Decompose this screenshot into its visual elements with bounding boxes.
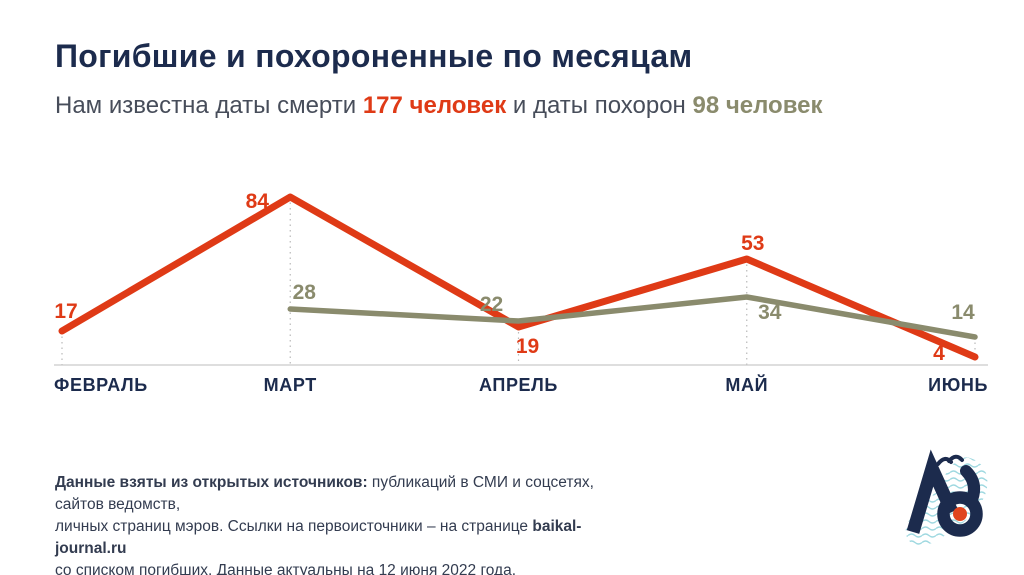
baikal-journal-logo <box>905 449 988 546</box>
value-label-deaths: 17 <box>54 300 77 323</box>
subtitle: Нам известна даты смерти 177 человек и д… <box>55 92 823 120</box>
subtitle-prefix: Нам известна даты смерти <box>55 92 363 119</box>
letter-b-tail <box>960 465 981 508</box>
value-label-burials: 34 <box>758 301 782 324</box>
burials-count: 98 человек <box>692 92 823 119</box>
source-note-lead: Данные взяты из открытых источников: <box>55 474 368 491</box>
series-line-burials <box>287 294 978 340</box>
value-label-deaths: 4 <box>933 342 945 365</box>
month-label: ФЕВРАЛЬ <box>54 375 148 395</box>
monthly-line-chart: 17 84 19 53 4 28 22 34 14 ФЕВРАЛЬ МАРТ АПРЕЛЬ МАЙ ИЮН… <box>54 190 988 395</box>
value-label-burials: 14 <box>951 301 975 324</box>
source-site: baikal-journal.ru <box>55 518 582 557</box>
source-note-line3: со списком погибших. Данные актуальны на… <box>55 562 517 575</box>
value-label-deaths: 19 <box>516 335 539 358</box>
series-line-deaths <box>58 193 979 361</box>
month-label: МАРТ <box>264 375 317 395</box>
month-label: АПРЕЛЬ <box>479 375 558 395</box>
bird-icon <box>936 454 964 466</box>
month-label: ИЮНЬ <box>928 375 988 395</box>
source-note: Данные взяты из открытых источников: пуб… <box>55 472 635 575</box>
page-title: Погибшие и похороненные по месяцам <box>55 38 693 74</box>
value-label-deaths: 53 <box>741 232 764 255</box>
subtitle-middle: и даты похорон <box>506 92 693 119</box>
letter-b-bowl <box>937 491 983 537</box>
source-note-line1: публикаций в СМИ и соцсетях, сайтов ведо… <box>55 474 594 513</box>
value-label-burials: 22 <box>480 293 503 316</box>
value-label-deaths: 84 <box>246 190 270 213</box>
value-label-burials: 28 <box>293 281 317 304</box>
deaths-count: 177 человек <box>362 92 507 119</box>
source-note-line2: личных страниц мэров. Ссылки на первоист… <box>55 518 533 535</box>
logo-red-dot <box>953 507 967 521</box>
month-label: МАЙ <box>725 374 768 395</box>
